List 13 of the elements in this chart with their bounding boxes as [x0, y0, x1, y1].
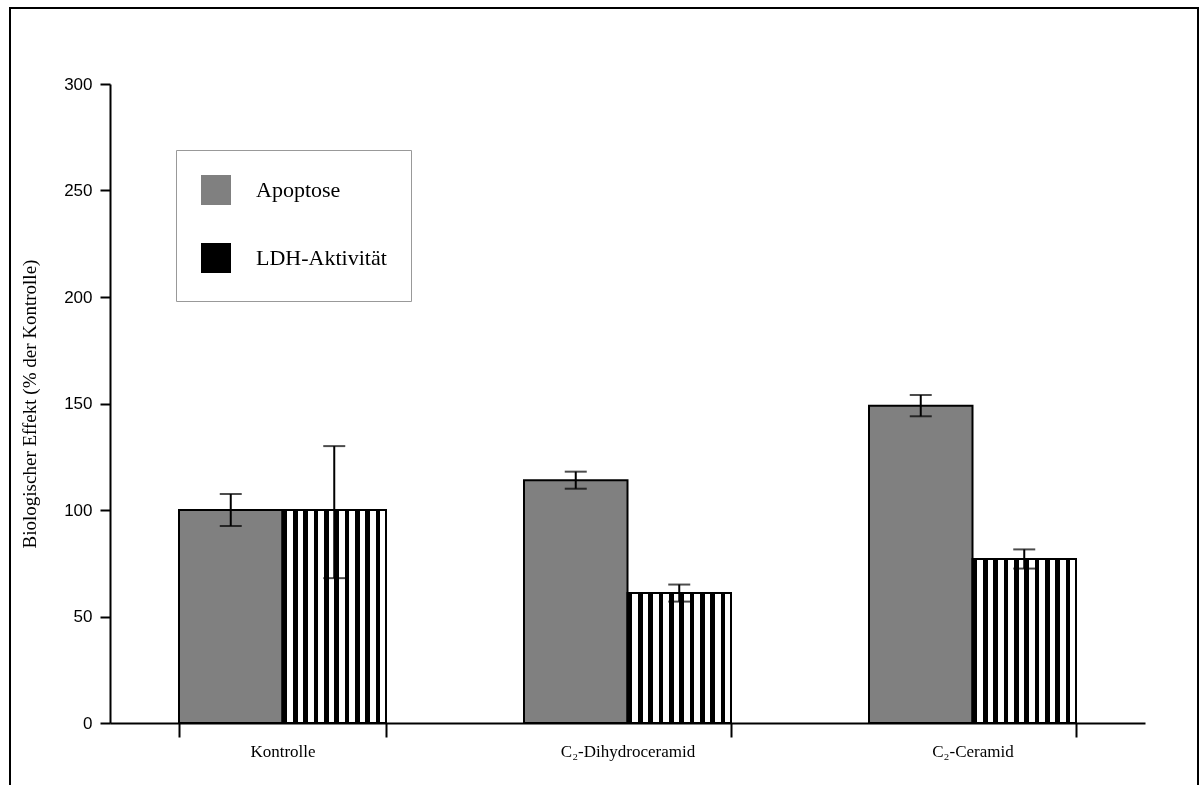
y-tick-label: 50 [73, 607, 93, 626]
y-tick-label: 300 [64, 74, 93, 94]
x-tick-label: Kontrolle [250, 741, 316, 761]
y-axis-title: Biologischer Effekt (% der Kontrolle) [19, 259, 42, 549]
legend-label: Apoptose [256, 177, 341, 202]
y-tick-label: 200 [64, 287, 93, 307]
y-tick-label: 0 [83, 713, 93, 733]
y-tick-label: 250 [64, 181, 93, 200]
x-tick-label: C₂-Ceramid [932, 741, 1015, 761]
y-tick-label: 100 [64, 500, 93, 520]
y-tick-label: 150 [64, 394, 93, 413]
x-tick-label: C₂-Dihydroceramid [560, 741, 696, 761]
legend-label: LDH-Aktivität [256, 245, 387, 270]
